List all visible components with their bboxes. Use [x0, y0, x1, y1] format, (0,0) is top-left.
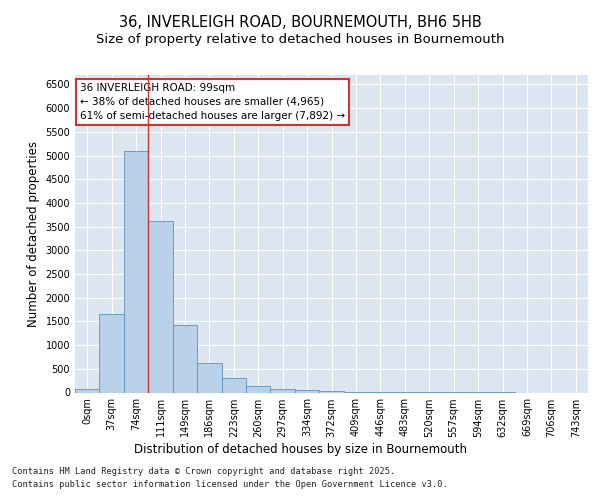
Bar — [75, 388, 100, 392]
Bar — [319, 390, 344, 392]
Text: Distribution of detached houses by size in Bournemouth: Distribution of detached houses by size … — [133, 442, 467, 456]
Text: Contains public sector information licensed under the Open Government Licence v3: Contains public sector information licen… — [12, 480, 448, 489]
Bar — [148, 221, 173, 392]
Bar — [124, 151, 148, 392]
Bar — [221, 378, 246, 392]
Bar — [271, 388, 295, 392]
Text: 36 INVERLEIGH ROAD: 99sqm
← 38% of detached houses are smaller (4,965)
61% of se: 36 INVERLEIGH ROAD: 99sqm ← 38% of detac… — [80, 83, 345, 121]
Text: Size of property relative to detached houses in Bournemouth: Size of property relative to detached ho… — [96, 32, 504, 46]
Bar — [100, 314, 124, 392]
Text: Contains HM Land Registry data © Crown copyright and database right 2025.: Contains HM Land Registry data © Crown c… — [12, 468, 395, 476]
Y-axis label: Number of detached properties: Number of detached properties — [27, 141, 40, 327]
Text: 36, INVERLEIGH ROAD, BOURNEMOUTH, BH6 5HB: 36, INVERLEIGH ROAD, BOURNEMOUTH, BH6 5H… — [119, 15, 481, 30]
Bar — [173, 324, 197, 392]
Bar — [246, 386, 271, 392]
Bar — [295, 390, 319, 392]
Bar — [197, 363, 221, 392]
